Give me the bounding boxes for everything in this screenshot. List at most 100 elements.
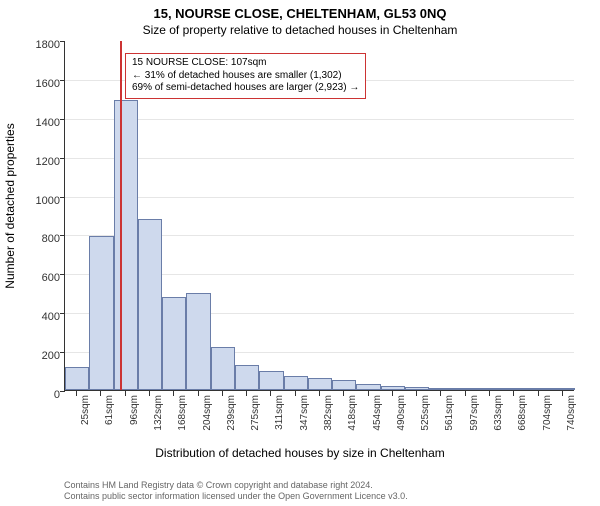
- x-tick-mark: [198, 391, 199, 396]
- footer-line-1: Contains HM Land Registry data © Crown c…: [64, 480, 408, 491]
- annotation-line-2: ← 31% of detached houses are smaller (1,…: [132, 70, 359, 83]
- histogram-bar: [259, 371, 283, 390]
- x-tick-mark: [246, 391, 247, 396]
- x-tick-label: 704sqm: [542, 395, 553, 431]
- histogram-bar: [478, 388, 502, 390]
- footer-attribution: Contains HM Land Registry data © Crown c…: [64, 480, 408, 502]
- x-tick-mark: [295, 391, 296, 396]
- chart-container: 15 NOURSE CLOSE: 107sqm ← 31% of detache…: [64, 41, 574, 421]
- x-tick-label: 454sqm: [372, 395, 383, 431]
- histogram-bar: [308, 378, 332, 390]
- x-tick-label: 597sqm: [469, 395, 480, 431]
- histogram-bar: [356, 384, 380, 390]
- y-tick-label: 1200: [20, 156, 60, 168]
- x-tick-label: 525sqm: [420, 395, 431, 431]
- x-tick-label: 561sqm: [444, 395, 455, 431]
- x-tick-mark: [513, 391, 514, 396]
- y-tick-label: 0: [20, 389, 60, 401]
- x-tick-mark: [440, 391, 441, 396]
- y-tick-mark: [60, 313, 65, 314]
- x-tick-mark: [222, 391, 223, 396]
- histogram-bar: [235, 365, 259, 390]
- histogram-bar: [551, 388, 575, 390]
- x-tick-mark: [416, 391, 417, 396]
- x-tick-label: 418sqm: [347, 395, 358, 431]
- x-tick-mark: [125, 391, 126, 396]
- histogram-bar: [65, 367, 89, 390]
- x-tick-label: 132sqm: [153, 395, 164, 431]
- y-tick-mark: [60, 197, 65, 198]
- marker-line: [120, 41, 122, 390]
- x-tick-mark: [76, 391, 77, 396]
- x-axis-title: Distribution of detached houses by size …: [0, 446, 600, 460]
- x-tick-mark: [100, 391, 101, 396]
- x-tick-mark: [392, 391, 393, 396]
- histogram-bar: [381, 386, 405, 390]
- x-tick-mark: [270, 391, 271, 396]
- y-tick-mark: [60, 41, 65, 42]
- x-tick-label: 347sqm: [299, 395, 310, 431]
- annotation-line-3: 69% of semi-detached houses are larger (…: [132, 82, 359, 95]
- x-tick-label: 382sqm: [323, 395, 334, 431]
- x-tick-mark: [489, 391, 490, 396]
- x-tick-label: 490sqm: [396, 395, 407, 431]
- x-tick-label: 61sqm: [104, 395, 115, 425]
- x-tick-mark: [368, 391, 369, 396]
- histogram-bar: [162, 297, 186, 390]
- y-tick-label: 1000: [20, 195, 60, 207]
- y-tick-mark: [60, 274, 65, 275]
- page-title: 15, NOURSE CLOSE, CHELTENHAM, GL53 0NQ: [0, 6, 600, 21]
- y-tick-label: 1600: [20, 78, 60, 90]
- x-tick-label: 25sqm: [80, 395, 91, 425]
- y-tick-label: 200: [20, 350, 60, 362]
- histogram-bar: [284, 376, 308, 390]
- y-tick-label: 600: [20, 272, 60, 284]
- gridline: [65, 197, 574, 198]
- gridline: [65, 158, 574, 159]
- x-tick-mark: [465, 391, 466, 396]
- histogram-bar: [429, 388, 453, 390]
- histogram-bar: [526, 388, 550, 390]
- histogram-bar: [454, 388, 478, 390]
- x-tick-mark: [149, 391, 150, 396]
- histogram-bar: [502, 388, 526, 390]
- annotation-box: 15 NOURSE CLOSE: 107sqm ← 31% of detache…: [125, 53, 366, 99]
- y-tick-label: 400: [20, 311, 60, 323]
- y-tick-mark: [60, 158, 65, 159]
- x-tick-label: 740sqm: [566, 395, 577, 431]
- histogram-bar: [114, 100, 138, 390]
- x-tick-label: 275sqm: [250, 395, 261, 431]
- x-tick-label: 668sqm: [517, 395, 528, 431]
- annotation-line-1: 15 NOURSE CLOSE: 107sqm: [132, 57, 359, 70]
- histogram-bar: [89, 236, 113, 390]
- x-tick-label: 96sqm: [129, 395, 140, 425]
- x-tick-mark: [343, 391, 344, 396]
- y-tick-label: 1800: [20, 39, 60, 51]
- x-tick-mark: [538, 391, 539, 396]
- y-tick-mark: [60, 235, 65, 236]
- y-tick-mark: [60, 119, 65, 120]
- histogram-bar: [405, 387, 429, 390]
- x-tick-label: 204sqm: [202, 395, 213, 431]
- y-tick-label: 1400: [20, 117, 60, 129]
- y-tick-mark: [60, 80, 65, 81]
- y-tick-mark: [60, 352, 65, 353]
- histogram-bar: [138, 219, 162, 390]
- x-tick-label: 168sqm: [177, 395, 188, 431]
- histogram-bar: [186, 293, 210, 390]
- y-axis-title: Number of detached properties: [3, 123, 17, 288]
- x-tick-label: 633sqm: [493, 395, 504, 431]
- plot-area: 15 NOURSE CLOSE: 107sqm ← 31% of detache…: [64, 41, 574, 391]
- page-subtitle: Size of property relative to detached ho…: [0, 23, 600, 37]
- gridline: [65, 119, 574, 120]
- y-tick-mark: [60, 391, 65, 392]
- x-tick-mark: [562, 391, 563, 396]
- x-tick-mark: [173, 391, 174, 396]
- x-tick-label: 311sqm: [274, 395, 285, 430]
- footer-line-2: Contains public sector information licen…: [64, 491, 408, 502]
- histogram-bar: [332, 380, 356, 390]
- x-tick-label: 239sqm: [226, 395, 237, 431]
- x-tick-mark: [319, 391, 320, 396]
- histogram-bar: [211, 347, 235, 390]
- y-tick-label: 800: [20, 233, 60, 245]
